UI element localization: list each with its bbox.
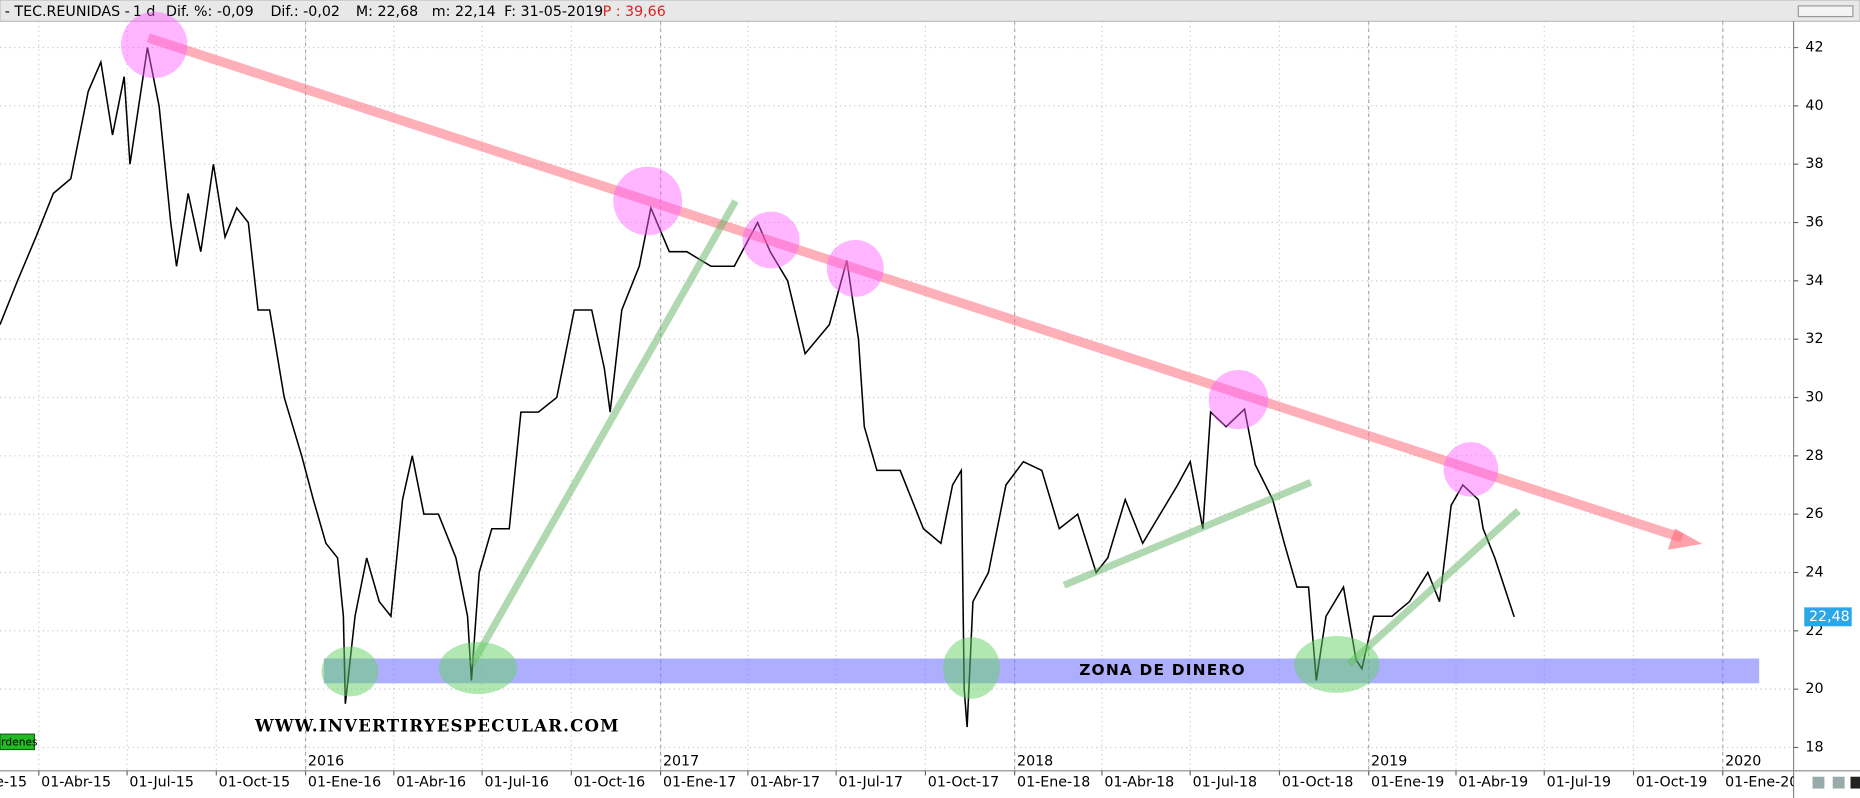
icon[interactable] (1832, 776, 1845, 789)
peak-marker (826, 239, 884, 297)
year-label: 2020 (1725, 753, 1761, 769)
pct-change: Dif. %: -0,09 (166, 4, 254, 20)
support-line (1346, 508, 1521, 668)
window-control[interactable] (1797, 5, 1854, 18)
y-tick-label: 22 (1805, 623, 1823, 639)
x-tick-label: 01-Jul-16 (484, 775, 548, 791)
arrow-head (1667, 528, 1703, 550)
x-tick-label: 01-Ene-17 (663, 775, 736, 791)
drawings: ZONA DE DINERO WWW.INVERTIRYESPECULAR.CO… (0, 11, 1703, 751)
peak-marker (613, 166, 683, 236)
x-tick-label: 01-Jul-18 (1193, 775, 1257, 791)
x-tick-label: 01-Jul-17 (839, 775, 903, 791)
period: 1 d (133, 4, 156, 20)
y-tick-label: 28 (1805, 448, 1823, 464)
y-tick-label: 26 (1805, 506, 1823, 522)
icon[interactable] (1850, 776, 1860, 789)
peak-marker (1443, 442, 1499, 497)
bottom-marker (943, 637, 1000, 699)
icon[interactable] (1812, 776, 1825, 789)
year-label: 2016 (308, 753, 344, 769)
x-tick-label: 01-Abr-19 (1458, 775, 1528, 791)
x-tick-label: 01-Oct-19 (1636, 775, 1707, 791)
peak-marker (742, 211, 800, 269)
y-tick-label: 40 (1805, 98, 1823, 114)
support-line (1062, 479, 1313, 589)
y-tick-label: 20 (1805, 681, 1823, 697)
low: m: 22,14 (432, 4, 496, 20)
x-tick-label: 01-Jul-19 (1547, 775, 1611, 791)
x-tick-label: 01-Ene-19 (1371, 775, 1444, 791)
support-line (469, 199, 739, 667)
peak-marker (120, 11, 188, 79)
x-tick-label: 01-Ene-20 (1725, 775, 1798, 791)
x-tick-label: 01-Ene-18 (1017, 775, 1090, 791)
high: M: 22,68 (356, 4, 418, 20)
y-tick-label: 30 (1805, 390, 1823, 406)
x-tick-label: 01-Oct-15 (219, 775, 290, 791)
orders-badge[interactable] (0, 733, 35, 751)
price-line (0, 47, 1515, 728)
last-price-label: 22,48 (1809, 609, 1850, 625)
x-tick-label: 01-Abr-17 (750, 775, 820, 791)
x-tick-label: 01-Abr-18 (1104, 775, 1174, 791)
money-zone (323, 658, 1760, 684)
y-tick-label: 32 (1805, 331, 1823, 347)
year-label: 2019 (1371, 753, 1407, 769)
y-tick-label: 18 (1805, 739, 1823, 755)
y-tick-label: 24 (1805, 565, 1823, 581)
x-tick-label: 01-Jul-15 (129, 775, 193, 791)
bottom-marker (1294, 636, 1380, 693)
x-tick-label: 01-Abr-15 (41, 775, 111, 791)
bottom-marker (321, 646, 379, 697)
y-tick-label: 36 (1805, 215, 1823, 231)
header-bar (0, 0, 1860, 22)
symbol: - TEC.REUNIDAS - (5, 4, 130, 20)
change: Dif.: -0,02 (270, 4, 340, 20)
orders-badge-label: rdenes (1, 735, 38, 748)
date: F: 31-05-2019 (504, 4, 603, 20)
resistance-line (146, 33, 1684, 543)
y-tick-label: 34 (1805, 273, 1823, 289)
x-tick-label: 01-Abr-16 (396, 775, 466, 791)
x-tick-label: 01-Oct-17 (928, 775, 999, 791)
watermark: WWW.INVERTIRYESPECULAR.COM (254, 716, 620, 736)
zone-label: ZONA DE DINERO (1079, 661, 1246, 679)
price: P : 39,66 (603, 4, 666, 20)
bottom-marker (438, 641, 518, 694)
x-tick-label: 01-Ene-16 (308, 775, 381, 791)
y-tick-label: 42 (1805, 40, 1823, 56)
year-label: 2018 (1017, 753, 1053, 769)
year-label: 2017 (663, 753, 699, 769)
x-tick-label: 01-Ene-15 (0, 775, 27, 791)
x-tick-label: 01-Oct-18 (1282, 775, 1353, 791)
x-axis-labels: 01-Ene-15 01-Abr-15 01-Jul-15 01-Oct-15 01-E… (0, 753, 1798, 791)
x-tick-label: 01-Oct-16 (574, 775, 645, 791)
y-tick-label: 38 (1805, 156, 1823, 172)
last-price-box (1804, 607, 1852, 627)
peak-marker (1208, 370, 1269, 430)
